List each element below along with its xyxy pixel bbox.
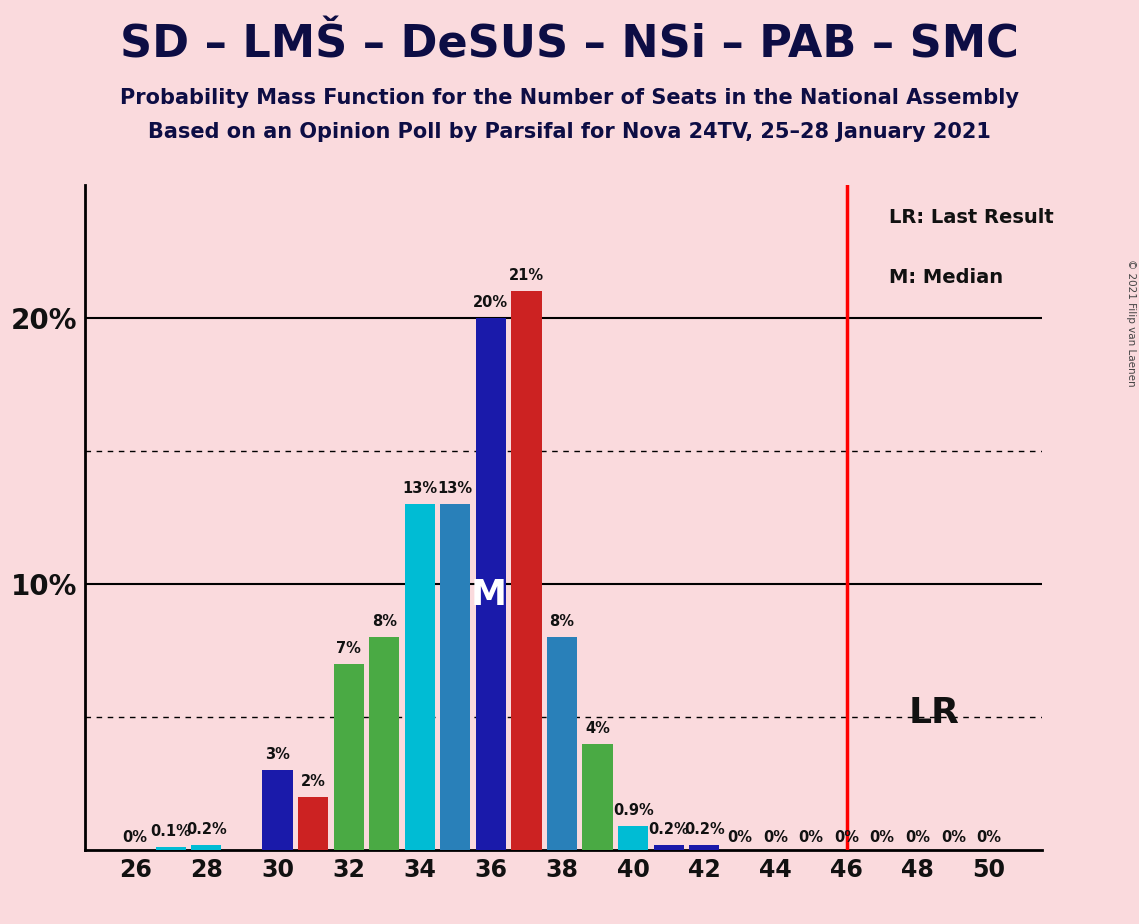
Bar bbox=[511, 291, 541, 850]
Bar bbox=[582, 744, 613, 850]
Text: LR: Last Result: LR: Last Result bbox=[890, 208, 1054, 227]
Text: 0%: 0% bbox=[906, 830, 931, 845]
Bar bbox=[262, 771, 293, 850]
Text: 13%: 13% bbox=[402, 481, 437, 496]
Text: 4%: 4% bbox=[585, 721, 611, 736]
Bar bbox=[404, 505, 435, 850]
Text: 0%: 0% bbox=[798, 830, 823, 845]
Text: 3%: 3% bbox=[265, 748, 290, 762]
Bar bbox=[334, 663, 363, 850]
Text: 0%: 0% bbox=[941, 830, 966, 845]
Text: Based on an Opinion Poll by Parsifal for Nova 24TV, 25–28 January 2021: Based on an Opinion Poll by Parsifal for… bbox=[148, 122, 991, 142]
Text: 8%: 8% bbox=[549, 614, 574, 629]
Text: M: M bbox=[472, 578, 507, 612]
Text: 0%: 0% bbox=[834, 830, 859, 845]
Text: 0%: 0% bbox=[870, 830, 894, 845]
Text: 8%: 8% bbox=[371, 614, 396, 629]
Text: 7%: 7% bbox=[336, 641, 361, 656]
Text: 0.9%: 0.9% bbox=[613, 803, 654, 818]
Text: 0%: 0% bbox=[976, 830, 1001, 845]
Bar bbox=[440, 505, 470, 850]
Text: 0%: 0% bbox=[728, 830, 753, 845]
Bar bbox=[156, 847, 186, 850]
Bar bbox=[476, 318, 506, 850]
Bar bbox=[689, 845, 720, 850]
Text: 2%: 2% bbox=[301, 774, 326, 789]
Bar bbox=[547, 638, 577, 850]
Text: Probability Mass Function for the Number of Seats in the National Assembly: Probability Mass Function for the Number… bbox=[120, 88, 1019, 108]
Text: 0%: 0% bbox=[123, 830, 148, 845]
Text: 13%: 13% bbox=[437, 481, 473, 496]
Bar bbox=[298, 796, 328, 850]
Bar bbox=[369, 638, 400, 850]
Bar bbox=[191, 845, 221, 850]
Text: 0.2%: 0.2% bbox=[648, 821, 689, 837]
Text: LR: LR bbox=[908, 697, 959, 730]
Text: 20%: 20% bbox=[474, 295, 508, 310]
Bar bbox=[654, 845, 683, 850]
Text: SD – LMŠ – DeSUS – NSi – PAB – SMC: SD – LMŠ – DeSUS – NSi – PAB – SMC bbox=[120, 23, 1019, 67]
Text: 0%: 0% bbox=[763, 830, 788, 845]
Text: 0.2%: 0.2% bbox=[186, 821, 227, 837]
Text: 0.1%: 0.1% bbox=[150, 824, 191, 839]
Text: M: Median: M: Median bbox=[890, 268, 1003, 287]
Text: 0.2%: 0.2% bbox=[683, 821, 724, 837]
Text: © 2021 Filip van Laenen: © 2021 Filip van Laenen bbox=[1125, 259, 1136, 386]
Bar bbox=[618, 826, 648, 850]
Text: 21%: 21% bbox=[509, 268, 544, 284]
